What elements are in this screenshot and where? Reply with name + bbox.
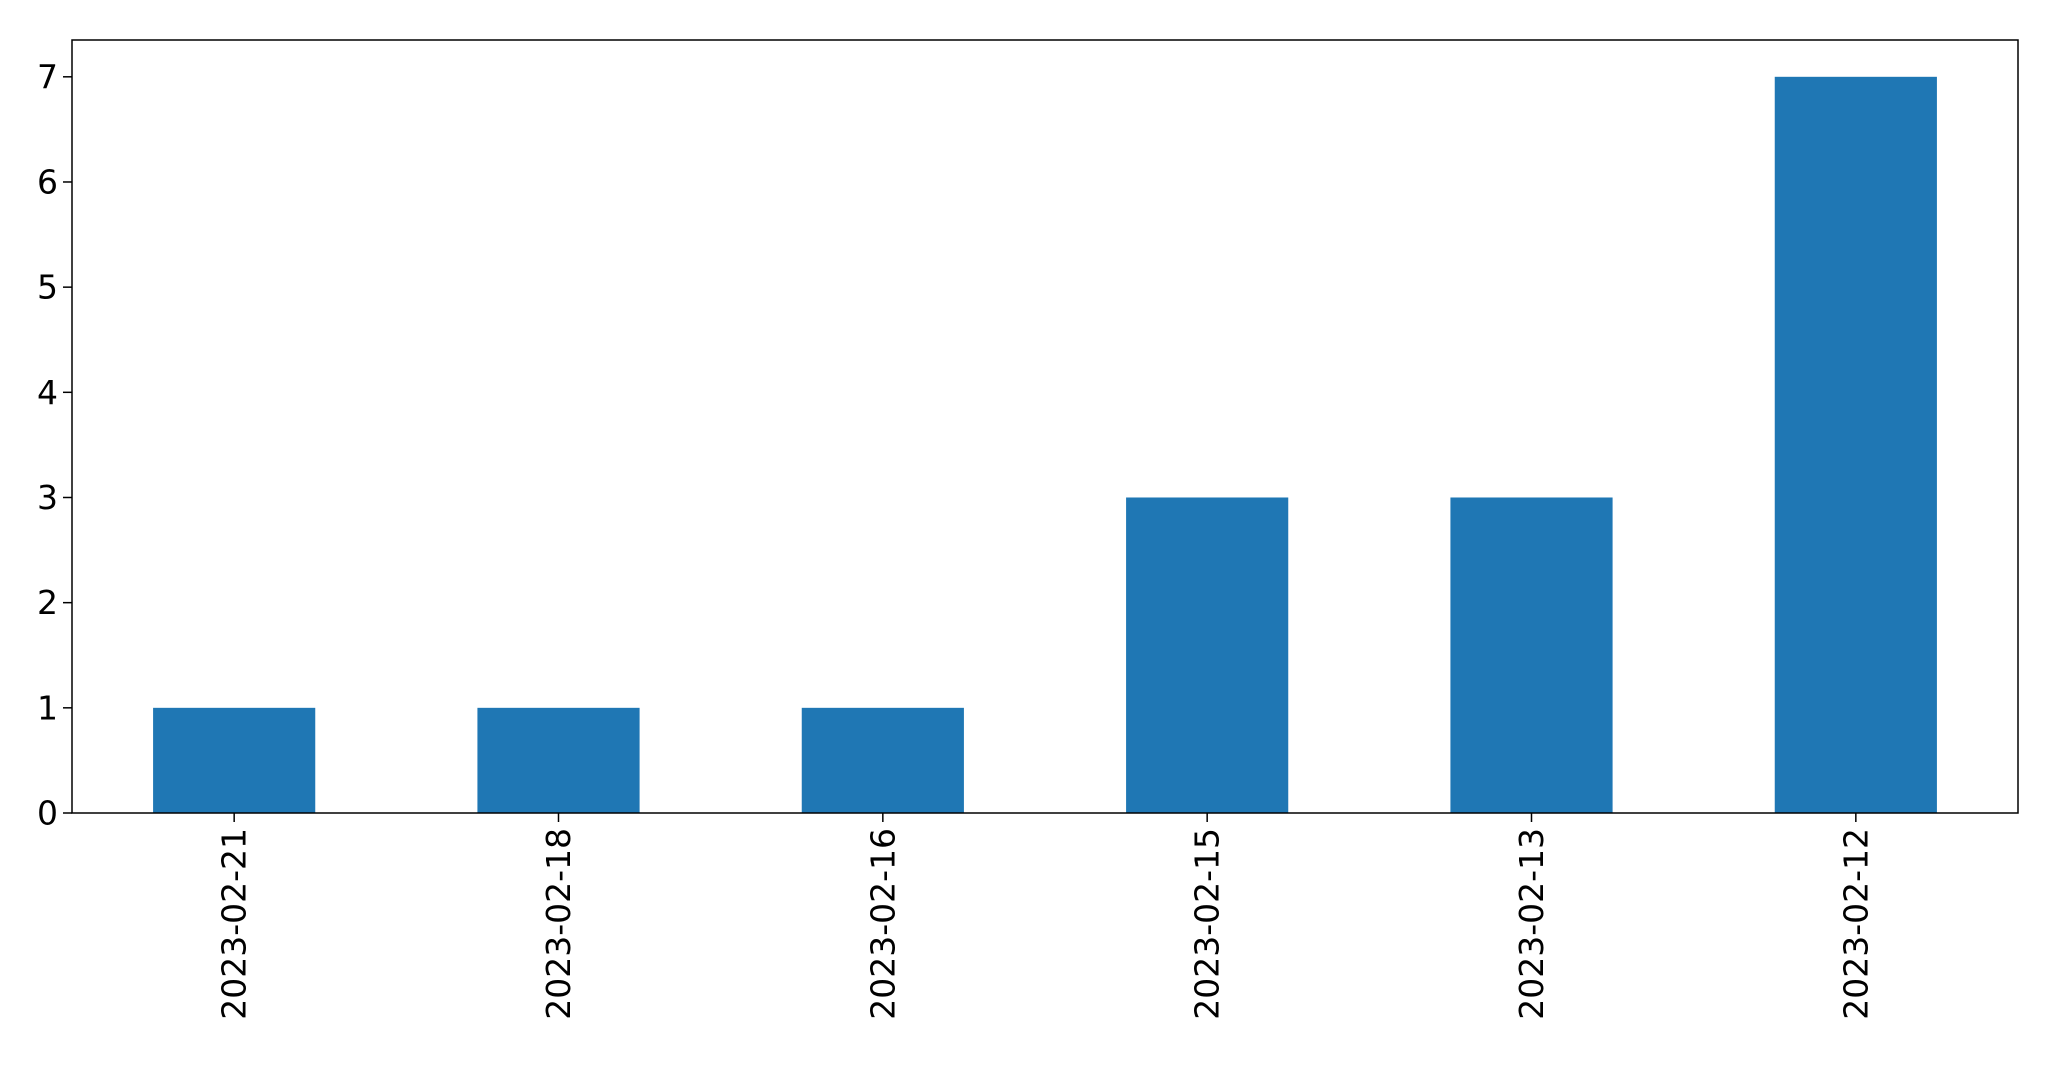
- y-tick-label: 0: [37, 794, 58, 833]
- x-tick-label: 2023-02-18: [539, 828, 578, 1020]
- bar-2023-02-15: [1126, 497, 1289, 813]
- bar-2023-02-13: [1450, 497, 1613, 813]
- bar-2023-02-21: [153, 707, 316, 813]
- y-tick-label: 3: [37, 478, 58, 517]
- x-tick-label: 2023-02-13: [1512, 828, 1551, 1020]
- x-tick-label: 2023-02-15: [1188, 828, 1227, 1020]
- bar-2023-02-18: [477, 707, 640, 813]
- y-tick-label: 5: [37, 268, 58, 307]
- y-tick-label: 7: [37, 57, 58, 96]
- bar-2023-02-16: [801, 707, 964, 813]
- x-tick-label: 2023-02-12: [1836, 828, 1875, 1020]
- y-tick-label: 6: [37, 162, 58, 201]
- y-axis: 0 1 2 3 4 5 6 7: [37, 57, 72, 833]
- x-tick-label: 2023-02-16: [863, 828, 902, 1020]
- y-tick-label: 1: [37, 688, 58, 727]
- plot-frame: [71, 39, 2019, 814]
- bar-2023-02-12: [1774, 76, 1937, 813]
- bars-layer: [153, 76, 1937, 813]
- y-tick-label: 4: [37, 373, 58, 412]
- x-tick-label: 2023-02-21: [215, 828, 254, 1020]
- x-axis: 2023-02-21 2023-02-18 2023-02-16 2023-02-15…: [215, 813, 1875, 1020]
- y-tick-label: 2: [37, 583, 58, 622]
